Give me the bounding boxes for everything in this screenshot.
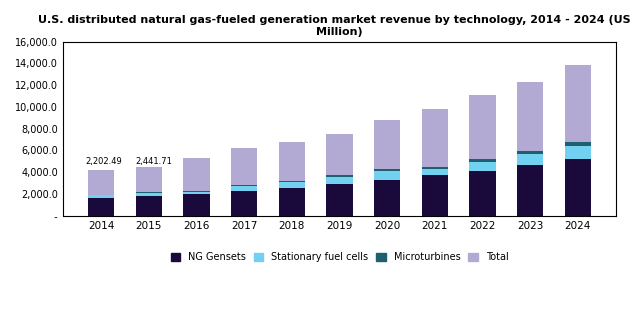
Bar <box>374 180 400 216</box>
Bar <box>374 171 400 180</box>
Bar <box>422 176 448 216</box>
Bar <box>565 66 591 142</box>
Bar <box>184 194 209 216</box>
Bar <box>469 159 495 162</box>
Bar <box>517 154 543 165</box>
Bar <box>469 162 495 171</box>
Bar <box>517 165 543 216</box>
Bar <box>88 170 114 195</box>
Bar <box>326 177 353 184</box>
Bar <box>326 184 353 216</box>
Bar <box>469 171 495 216</box>
Bar <box>565 146 591 159</box>
Bar <box>88 195 114 198</box>
Bar <box>422 109 448 167</box>
Bar <box>422 167 448 169</box>
Bar <box>88 198 114 216</box>
Bar <box>136 196 162 216</box>
Bar <box>231 148 257 185</box>
Bar <box>136 192 162 193</box>
Bar <box>279 188 305 216</box>
Bar <box>184 191 209 192</box>
Bar <box>517 151 543 154</box>
Bar <box>326 134 353 175</box>
Bar <box>374 169 400 171</box>
Bar <box>184 192 209 194</box>
Bar <box>469 95 495 159</box>
Bar <box>422 169 448 176</box>
Bar <box>184 158 209 191</box>
Bar <box>279 142 305 181</box>
Bar <box>136 193 162 196</box>
Bar <box>231 185 257 186</box>
Text: 2,202.49: 2,202.49 <box>86 157 122 166</box>
Bar <box>136 167 162 192</box>
Bar <box>565 142 591 146</box>
Legend: NG Gensets, Stationary fuel cells, Microturbines, Total: NG Gensets, Stationary fuel cells, Micro… <box>167 248 512 266</box>
Bar <box>279 181 305 182</box>
Title: U.S. distributed natural gas-fueled generation market revenue by technology, 201: U.S. distributed natural gas-fueled gene… <box>38 15 631 37</box>
Bar <box>374 120 400 169</box>
Text: 2,441.71: 2,441.71 <box>136 157 172 166</box>
Bar <box>231 191 257 216</box>
Bar <box>231 186 257 191</box>
Bar <box>517 82 543 151</box>
Bar <box>279 182 305 188</box>
Bar <box>326 175 353 177</box>
Bar <box>565 159 591 216</box>
